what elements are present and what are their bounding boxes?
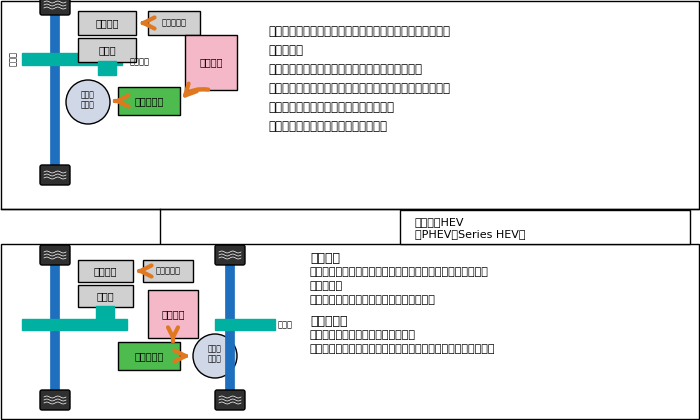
Text: 燃料タンク: 燃料タンク	[162, 18, 186, 27]
Text: メリット: メリット	[310, 252, 340, 265]
Bar	[1, 1, 699, 209]
Text: デメリット: デメリット	[310, 315, 347, 328]
Bar	[1, 244, 699, 419]
Text: 駆動用
モータ: 駆動用 モータ	[81, 90, 95, 110]
FancyBboxPatch shape	[40, 0, 70, 15]
Text: バッテリ: バッテリ	[161, 309, 185, 319]
Text: クラッチ: クラッチ	[130, 58, 150, 66]
Bar	[400, 210, 690, 244]
Bar	[215, 319, 275, 330]
Text: 変速機: 変速機	[96, 291, 114, 301]
Text: 減速機: 減速機	[278, 320, 293, 330]
Text: 減速機: 減速機	[9, 50, 18, 66]
Bar	[148, 290, 198, 338]
Bar	[185, 35, 237, 90]
Bar	[148, 11, 200, 35]
FancyBboxPatch shape	[215, 245, 245, 265]
FancyBboxPatch shape	[40, 245, 70, 265]
Text: 内燃機関と電気モータの駆動力とを合わせて大きな駆動力を
得られる。
どちらかが失陥しても走行を継続できる。: 内燃機関と電気モータの駆動力とを合わせて大きな駆動力を 得られる。 どちらかが失…	[310, 267, 489, 305]
Text: エンジン: エンジン	[93, 266, 117, 276]
Text: インバータ: インバータ	[134, 96, 164, 106]
Bar	[98, 61, 116, 75]
Bar	[78, 285, 133, 307]
Bar	[22, 319, 127, 330]
Bar	[78, 38, 136, 62]
FancyBboxPatch shape	[215, 390, 245, 410]
Bar	[143, 260, 193, 282]
Text: 内燃機関による駆動と、電気モータによる駆動を行うこと
ができる。
内燃機関と電気モータが別々の駆動輪を駆動する
全く独立した駆動系を持つタイプと、同じ駆動輪を同: 内燃機関による駆動と、電気モータによる駆動を行うこと ができる。 内燃機関と電気…	[268, 25, 450, 133]
Bar	[96, 306, 114, 320]
Bar	[22, 53, 122, 65]
Text: インバータ: インバータ	[134, 351, 164, 361]
Text: エンジン: エンジン	[95, 18, 119, 28]
Bar	[118, 87, 180, 115]
Circle shape	[66, 80, 110, 124]
Text: 駆動用
モータ: 駆動用 モータ	[208, 344, 222, 364]
Text: バッテリ: バッテリ	[199, 57, 223, 67]
Circle shape	[193, 334, 237, 378]
Text: 燃料タンク: 燃料タンク	[155, 267, 181, 276]
Text: 排気が出るため、無公害ではない。
内燃機関の高効率化の効果は少なく、燃費向上効果は少ない。: 排気が出るため、無公害ではない。 内燃機関の高効率化の効果は少なく、燃費向上効果…	[310, 330, 496, 354]
FancyBboxPatch shape	[40, 165, 70, 185]
Bar	[118, 342, 180, 370]
FancyBboxPatch shape	[40, 390, 70, 410]
Text: 変速機: 変速機	[98, 45, 116, 55]
Text: パラレルHEV
（PHEV：Series HEV）: パラレルHEV （PHEV：Series HEV）	[415, 217, 526, 239]
Bar	[78, 11, 136, 35]
Bar	[78, 260, 133, 282]
